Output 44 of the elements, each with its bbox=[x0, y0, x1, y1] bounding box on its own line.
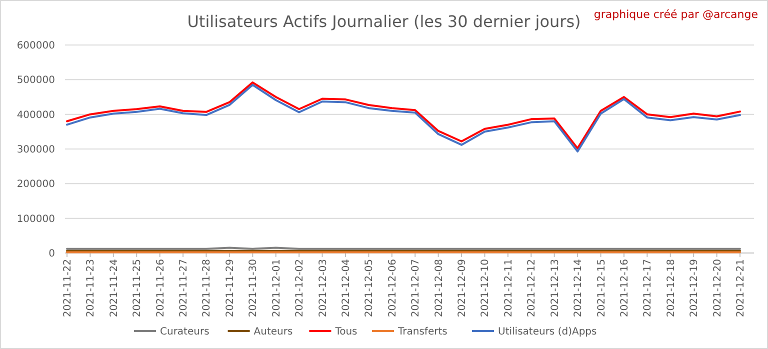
legend-label: Utilisateurs (d)Apps bbox=[498, 326, 597, 338]
y-tick-label: 100000 bbox=[16, 214, 55, 225]
x-tick-label: 2021-11-25 bbox=[132, 259, 144, 318]
x-tick-label: 2021-11-23 bbox=[86, 259, 97, 318]
x-tick-label: 2021-12-05 bbox=[364, 259, 376, 318]
y-tick-label: 600000 bbox=[16, 40, 55, 52]
y-tick-label: 400000 bbox=[16, 110, 55, 121]
x-tick-label: 2021-12-07 bbox=[410, 259, 422, 318]
x-tick-label: 2021-12-08 bbox=[434, 259, 445, 318]
x-tick-label: 2021-11-29 bbox=[224, 259, 236, 318]
x-tick-label: 2021-12-06 bbox=[387, 259, 398, 318]
legend-label: Auteurs bbox=[254, 326, 293, 338]
x-tick-label: 2021-12-10 bbox=[480, 259, 492, 318]
x-tick-label: 2021-12-16 bbox=[619, 259, 630, 318]
x-tick-label: 2021-11-27 bbox=[178, 259, 190, 318]
legend-label: Curateurs bbox=[160, 326, 210, 338]
legend-label: Tous bbox=[334, 326, 358, 338]
text: graphique créé par @arcange bbox=[594, 8, 758, 21]
y-tick-label: 0 bbox=[48, 248, 55, 260]
y-tick-label: 200000 bbox=[16, 179, 55, 190]
x-tick-label: 2021-12-19 bbox=[689, 259, 700, 318]
chart-title: Utilisateurs Actifs Journalier (les 30 dernier jours) bbox=[187, 12, 581, 31]
legend-label: Transferts bbox=[397, 326, 448, 338]
x-tick-label: 2021-12-18 bbox=[666, 259, 677, 318]
x-tick-label: 2021-11-26 bbox=[155, 259, 166, 318]
x-tick-label: 2021-11-28 bbox=[202, 259, 213, 318]
x-tick-label: 2021-12-13 bbox=[550, 259, 561, 318]
x-tick-label: 2021-12-03 bbox=[318, 259, 329, 318]
x-tick-label: 2021-12-09 bbox=[457, 259, 468, 318]
x-tick-label: 2021-12-15 bbox=[596, 259, 608, 318]
x-tick-label: 2021-11-30 bbox=[248, 259, 260, 318]
y-tick-label: 500000 bbox=[16, 75, 55, 86]
x-tick-label: 2021-12-20 bbox=[712, 259, 724, 318]
x-tick-label: 2021-12-12 bbox=[526, 259, 538, 318]
x-tick-label: 2021-12-17 bbox=[642, 259, 654, 318]
x-tick-label: 2021-11-24 bbox=[108, 259, 120, 318]
x-tick-label: 2021-12-01 bbox=[271, 259, 282, 318]
x-tick-label: 2021-12-21 bbox=[736, 259, 746, 318]
x-tick-label: 2021-11-22 bbox=[62, 259, 74, 318]
x-tick-label: 2021-12-02 bbox=[294, 259, 306, 318]
x-tick-label: 2021-12-11 bbox=[503, 259, 514, 318]
x-tick-label: 2021-12-04 bbox=[340, 259, 352, 318]
x-tick-label: 2021-12-14 bbox=[573, 259, 584, 318]
y-tick-label: 300000 bbox=[16, 144, 55, 156]
